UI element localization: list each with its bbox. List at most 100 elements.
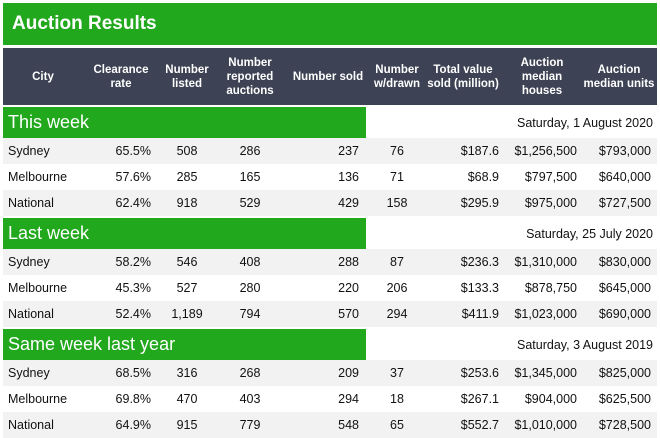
cell-median-houses: $1,010,000 [514,418,577,432]
cell-median-houses: $975,000 [524,196,577,210]
cell-median-units: $727,500 [598,196,651,210]
table-row: National 64.9% 915 779 548 65 $552.7 $1,… [3,412,657,438]
col-median-units: Auction median units [583,63,655,90]
cell-number-listed: 527 [176,281,198,295]
col-city: City [32,70,54,83]
cell-city: Melbourne [8,281,68,295]
cell-city: National [8,196,54,210]
section-this-week: This week Saturday, 1 August 2020 [3,107,657,138]
cell-clearance-rate: 45.3% [115,281,151,295]
cell-number-sold: 136 [338,170,359,184]
table-row: National 52.4% 1,189 794 570 294 $411.9 … [3,301,657,327]
cell-number-withdrawn: 37 [390,366,404,380]
table-row: Melbourne 45.3% 527 280 220 206 $133.3 $… [3,275,657,301]
section-date: Saturday, 25 July 2020 [526,226,653,241]
cell-median-houses: $1,023,000 [514,307,577,321]
section-date: Saturday, 1 August 2020 [517,115,653,130]
cell-number-withdrawn: 18 [390,392,404,406]
cell-clearance-rate: 64.9% [115,418,151,432]
cell-number-sold: 209 [338,366,359,380]
cell-total-value: $552.7 [460,418,499,432]
cell-median-houses: $797,500 [524,170,577,184]
cell-city: Melbourne [8,170,68,184]
cell-number-withdrawn: 158 [386,196,408,210]
cell-number-reported: 794 [239,307,261,321]
cell-number-listed: 915 [176,418,198,432]
cell-number-withdrawn: 65 [390,418,404,432]
table-row: Melbourne 57.6% 285 165 136 71 $68.9 $79… [3,164,657,190]
cell-number-listed: 1,189 [171,307,203,321]
section-label: This week [3,107,366,138]
cell-city: National [8,418,54,432]
cell-total-value: $68.9 [467,170,499,184]
cell-number-sold: 429 [338,196,359,210]
cell-number-reported: 165 [239,170,261,184]
table-row: Melbourne 69.8% 470 403 294 18 $267.1 $9… [3,386,657,412]
cell-clearance-rate: 69.8% [115,392,151,406]
section-label: Last week [3,218,366,249]
cell-number-withdrawn: 76 [390,144,404,158]
section-last-week: Last week Saturday, 25 July 2020 [3,218,657,249]
cell-number-withdrawn: 71 [390,170,404,184]
cell-median-units: $645,000 [598,281,651,295]
cell-median-houses: $1,310,000 [514,255,577,269]
cell-total-value: $267.1 [460,392,499,406]
cell-city: Sydney [8,366,50,380]
cell-clearance-rate: 68.5% [115,366,151,380]
cell-number-withdrawn: 87 [390,255,404,269]
cell-total-value: $133.3 [460,281,499,295]
cell-number-sold: 220 [338,281,359,295]
col-total-value: Total value sold (million) [427,63,499,90]
cell-number-sold: 570 [338,307,359,321]
cell-number-reported: 268 [239,366,261,380]
cell-number-listed: 285 [176,170,198,184]
section-label: Same week last year [3,329,366,360]
cell-clearance-rate: 52.4% [115,307,151,321]
cell-median-units: $625,500 [598,392,651,406]
cell-total-value: $295.9 [460,196,499,210]
cell-clearance-rate: 65.5% [115,144,151,158]
cell-number-listed: 316 [176,366,198,380]
cell-number-withdrawn: 294 [386,307,408,321]
cell-city: Sydney [8,255,50,269]
cell-number-listed: 508 [176,144,198,158]
cell-median-units: $640,000 [598,170,651,184]
cell-median-units: $728,500 [598,418,651,432]
col-median-houses: Auction median houses [520,56,564,97]
cell-clearance-rate: 62.4% [115,196,151,210]
cell-number-sold: 548 [338,418,359,432]
col-number-listed: Number listed [165,63,209,90]
cell-total-value: $253.6 [460,366,499,380]
cell-total-value: $187.6 [460,144,499,158]
table-row: Sydney 58.2% 546 408 288 87 $236.3 $1,31… [3,249,657,275]
cell-number-reported: 403 [239,392,261,406]
cell-number-sold: 288 [338,255,359,269]
section-date: Saturday, 3 August 2019 [517,337,653,352]
cell-median-units: $690,000 [598,307,651,321]
cell-number-reported: 286 [239,144,261,158]
cell-number-reported: 779 [239,418,261,432]
col-number-reported: Number reported auctions [226,56,274,97]
cell-clearance-rate: 58.2% [115,255,151,269]
cell-number-listed: 546 [176,255,198,269]
auction-results-table: Auction Results City Clearance rate Numb… [3,0,657,438]
section-same-week-last-year: Same week last year Saturday, 3 August 2… [3,329,657,360]
cell-number-withdrawn: 206 [386,281,408,295]
cell-clearance-rate: 57.6% [115,170,151,184]
cell-total-value: $236.3 [460,255,499,269]
table-row: Sydney 68.5% 316 268 209 37 $253.6 $1,34… [3,360,657,386]
cell-number-sold: 294 [338,392,359,406]
col-clearance-rate: Clearance rate [93,63,149,90]
cell-median-units: $793,000 [598,144,651,158]
cell-number-reported: 529 [239,196,261,210]
col-number-sold: Number sold [292,70,364,83]
cell-total-value: $411.9 [461,307,499,321]
cell-number-listed: 470 [176,392,198,406]
col-number-withdrawn: Number w/drawn [373,63,420,90]
cell-city: Melbourne [8,392,68,406]
cell-city: National [8,307,54,321]
cell-number-listed: 918 [176,196,198,210]
cell-median-units: $830,000 [598,255,651,269]
cell-median-houses: $878,750 [524,281,577,295]
cell-median-houses: $904,000 [524,392,577,406]
